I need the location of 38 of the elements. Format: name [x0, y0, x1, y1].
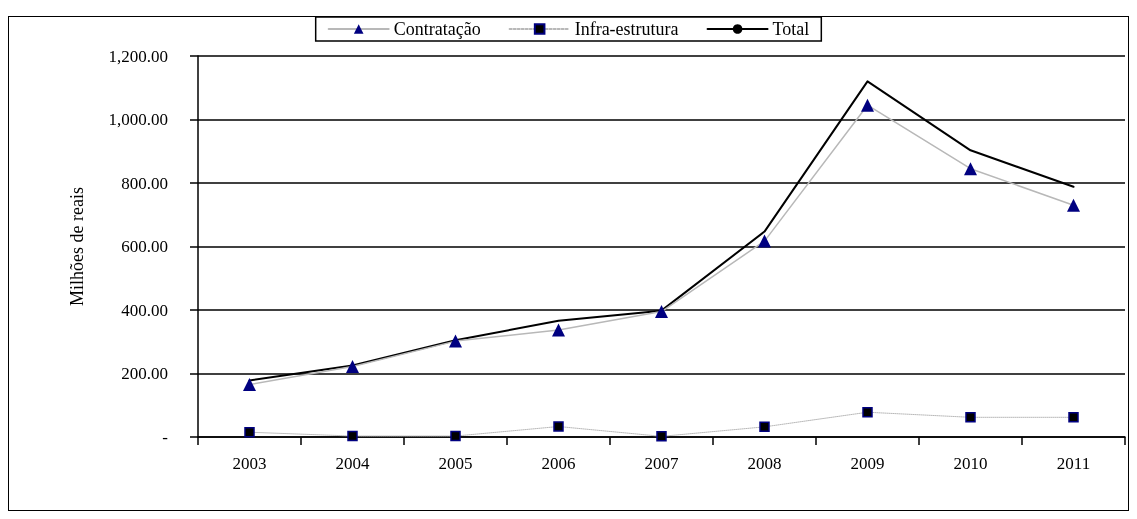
point	[1067, 198, 1080, 212]
x-tick-label: 2006	[541, 454, 576, 473]
x-tick-label: 2008	[747, 454, 782, 473]
y-tick-label: 800.00	[121, 173, 168, 193]
point	[862, 406, 873, 418]
x-tick-label: 2007	[644, 454, 679, 473]
point	[1068, 412, 1079, 423]
x-tick-label: 2009	[850, 454, 885, 473]
y-tick-label: 1,000.00	[108, 110, 168, 129]
point	[759, 421, 770, 433]
point	[450, 430, 461, 442]
x-tick-label: 2011	[1056, 454, 1091, 473]
x-tick-label: 2003	[232, 454, 267, 473]
point	[552, 323, 565, 337]
x-tick-label: 2010	[953, 454, 988, 473]
point	[861, 98, 874, 112]
y-tick-label: 400.00	[121, 300, 168, 320]
x-tick-label: 2004	[335, 454, 370, 473]
point	[346, 360, 359, 374]
point	[449, 334, 462, 348]
legend-label: Contratação	[393, 19, 481, 39]
point	[244, 426, 255, 438]
y-tick-label: 600.00	[121, 237, 168, 256]
point	[964, 162, 977, 176]
y-axis-title: Milhões de reais	[67, 187, 87, 306]
point	[347, 430, 358, 442]
y-tick-label: -	[162, 427, 169, 447]
point	[965, 412, 976, 423]
point	[243, 378, 256, 392]
y-tick-label: 1,200.00	[108, 46, 168, 66]
legend-label: Infra-estrutura	[574, 19, 679, 39]
y-tick-label: 200.00	[121, 364, 168, 383]
x-tick-label: 2005	[438, 454, 473, 473]
point	[655, 305, 668, 319]
point	[758, 234, 771, 248]
point	[553, 421, 564, 432]
legend-label: Total	[772, 19, 810, 39]
point	[656, 431, 667, 442]
